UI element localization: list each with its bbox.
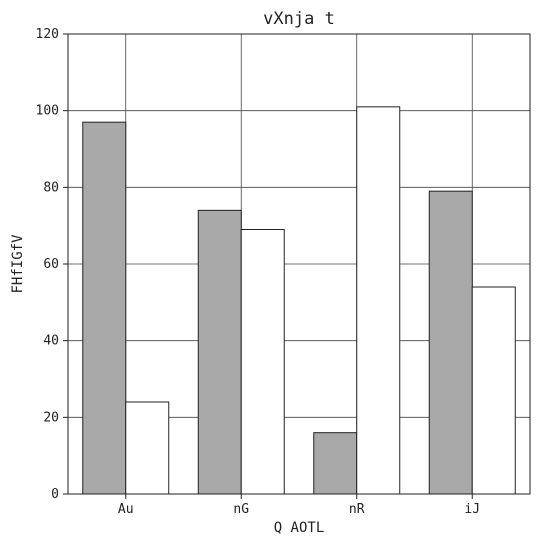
bar-series-2-iJ xyxy=(471,286,516,495)
y-tick-label: 120 xyxy=(36,27,59,42)
bar-series-2-Au xyxy=(125,401,170,495)
y-tick-label: 40 xyxy=(43,334,59,349)
y-tick-label: 0 xyxy=(51,487,59,502)
x-tick-label: Au xyxy=(118,502,134,517)
y-tick-label: 20 xyxy=(43,410,59,425)
y-tick-label: 60 xyxy=(43,257,59,272)
y-tick-label: 80 xyxy=(43,180,59,195)
y-axis-label: FHfIGfV xyxy=(10,234,26,294)
bar-series-1-nG xyxy=(197,209,242,495)
chart-title: vXnja t xyxy=(263,9,335,29)
x-tick-label: nG xyxy=(233,502,249,517)
y-tick-label: 100 xyxy=(36,104,59,119)
bar-series-1-nR xyxy=(313,432,358,495)
bars xyxy=(82,106,516,495)
x-tick-label: nR xyxy=(349,502,365,517)
ticks: 0 20 40 60 80 100 120 Au nG nR iJ xyxy=(36,27,481,517)
x-tick-label: iJ xyxy=(464,502,480,517)
bar-series-2-nG xyxy=(240,229,285,495)
bar-series-1-iJ xyxy=(428,190,473,495)
bar-series-2-nR xyxy=(356,106,401,495)
bar-series-1-Au xyxy=(82,121,127,495)
x-axis-label: Q AOTL xyxy=(274,520,325,536)
